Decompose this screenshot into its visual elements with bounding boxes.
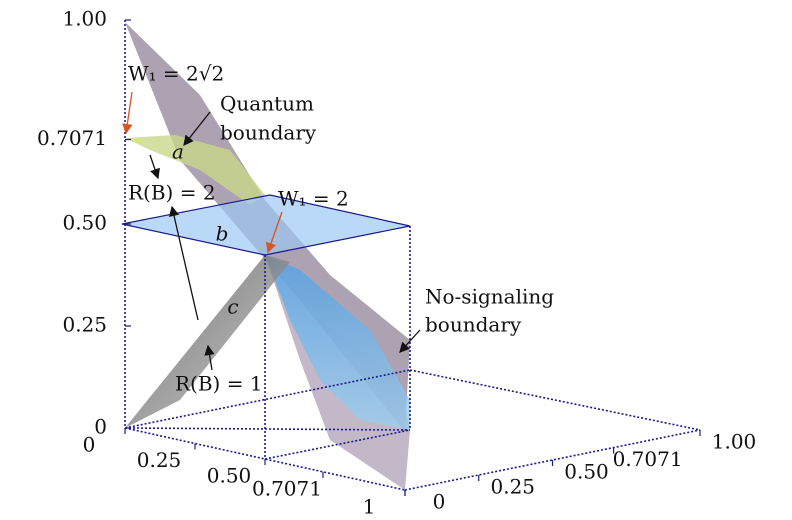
surfaces — [121, 22, 411, 490]
arrow — [204, 344, 215, 371]
tick-label: 0.7071 — [252, 476, 322, 500]
tick-label: 1 — [363, 495, 376, 519]
tick-label: 0.7071 — [613, 447, 683, 471]
quantum-surface — [125, 135, 265, 205]
back-edge — [124, 369, 411, 429]
annotation: R(B) = 1 — [175, 372, 263, 396]
blue-surface — [265, 255, 410, 430]
arrow — [266, 211, 283, 254]
arrow — [149, 154, 160, 180]
annotation: a — [172, 140, 184, 164]
annotation: W₁ = 2√2 — [128, 62, 224, 86]
annotation: Quantum — [220, 92, 314, 116]
arrow — [122, 91, 133, 135]
tick-label: 0 — [94, 415, 107, 439]
tick-label: 0.50 — [207, 464, 252, 488]
arrow — [399, 329, 421, 353]
annotation: No-signaling — [425, 285, 554, 309]
tick-label: 0.25 — [62, 313, 107, 337]
tick-label: 0 — [433, 490, 446, 514]
tick-label: 0.50 — [62, 211, 107, 235]
frame — [122, 20, 701, 491]
tick-label: 1.00 — [712, 430, 757, 454]
arrow — [168, 205, 199, 321]
tick-label: 0.50 — [564, 460, 609, 484]
box-edge — [124, 427, 411, 431]
cone-surface — [125, 255, 290, 428]
annotation: b — [216, 222, 229, 246]
tick-label: 1.00 — [62, 7, 107, 31]
tick-label: 0.25 — [490, 475, 535, 499]
annotation: boundary — [425, 313, 522, 337]
tick-label: 0.25 — [137, 448, 182, 472]
annotation: boundary — [220, 121, 317, 145]
box-edge — [264, 429, 411, 460]
back-edge — [409, 369, 701, 431]
tick-label: 0 — [83, 433, 96, 457]
tick-label: 0.7071 — [37, 126, 107, 150]
arrow — [183, 111, 211, 147]
annotation: R(B) = 2 — [128, 181, 216, 205]
annotation: c — [227, 295, 238, 319]
annotation: W₁ = 2 — [278, 187, 349, 211]
